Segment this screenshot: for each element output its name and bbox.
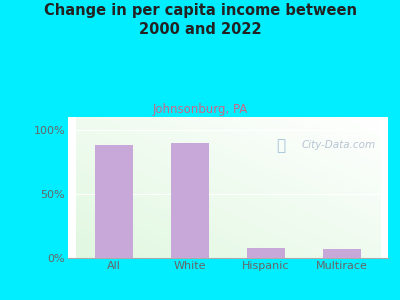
Text: City-Data.com: City-Data.com xyxy=(302,140,376,150)
Text: Change in per capita income between
2000 and 2022: Change in per capita income between 2000… xyxy=(44,3,356,37)
Bar xyxy=(171,142,209,258)
Text: Johnsonburg, PA: Johnsonburg, PA xyxy=(152,103,248,116)
Bar xyxy=(95,145,133,258)
Text: ⦾: ⦾ xyxy=(276,138,285,153)
Bar xyxy=(247,248,285,258)
Bar xyxy=(323,249,361,258)
